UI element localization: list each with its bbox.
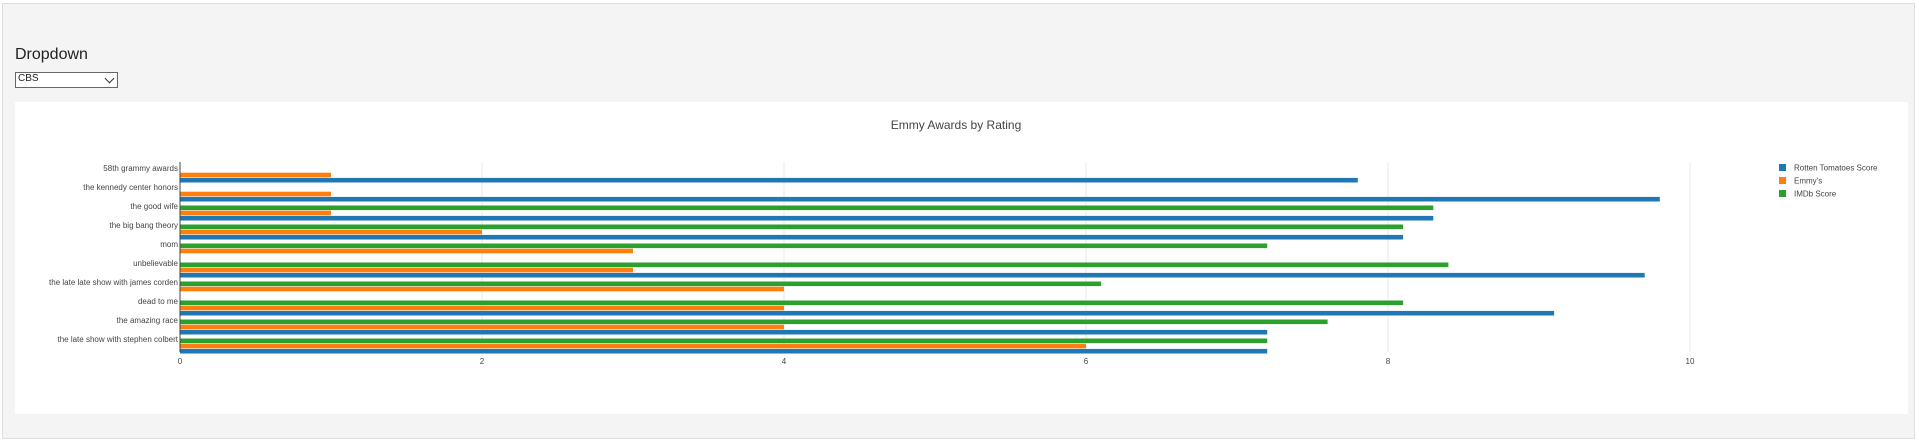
y-tick-label: the late late show with james corden xyxy=(49,278,178,287)
x-tick-label: 8 xyxy=(1386,357,1391,366)
x-tick-label: 4 xyxy=(782,357,787,366)
bar[interactable] xyxy=(180,319,1328,325)
y-tick-label: the good wife xyxy=(130,202,178,211)
dropdown-title: Dropdown xyxy=(15,46,88,63)
bar[interactable] xyxy=(180,229,482,235)
y-tick-label: dead to me xyxy=(138,297,179,306)
bar[interactable] xyxy=(180,338,1268,344)
bar[interactable] xyxy=(180,177,1358,183)
bar[interactable] xyxy=(180,286,784,292)
x-tick-label: 0 xyxy=(178,357,183,366)
chart-card: Emmy Awards by Rating 0 2 4 6 8 10 the late sh… xyxy=(15,102,1908,414)
legend-label[interactable]: Emmy's xyxy=(1794,177,1822,186)
bar[interactable] xyxy=(180,262,1449,268)
y-tick-label: unbelievable xyxy=(133,259,178,268)
bar[interactable] xyxy=(180,272,1645,278)
page-background: Dropdown CBS Emmy Awards by Rating 0 2 4 6 8… xyxy=(2,3,1915,439)
bar[interactable] xyxy=(180,329,1268,335)
bar[interactable] xyxy=(180,348,1268,354)
bar[interactable] xyxy=(180,234,1404,240)
bar[interactable] xyxy=(180,243,1268,249)
y-tick-label: the big bang theory xyxy=(110,221,179,230)
bar[interactable] xyxy=(180,224,1404,230)
legend-label[interactable]: Rotten Tomatoes Score xyxy=(1794,164,1878,173)
x-tick-label: 6 xyxy=(1084,357,1089,366)
y-tick-label: 58th grammy awards xyxy=(103,164,178,173)
bars xyxy=(180,172,1660,354)
chevron-down-icon xyxy=(104,73,115,84)
bar[interactable] xyxy=(180,205,1434,211)
network-dropdown[interactable]: CBS xyxy=(15,72,118,88)
bar[interactable] xyxy=(180,191,331,197)
bar[interactable] xyxy=(180,172,331,178)
y-tick-label: the amazing race xyxy=(117,316,179,325)
bar[interactable] xyxy=(180,310,1555,316)
legend-label[interactable]: IMDb Score xyxy=(1794,190,1837,199)
axes: 0 2 4 6 8 10 the late show with stephen colber… xyxy=(49,162,1695,366)
bar-chart: Emmy Awards by Rating 0 2 4 6 8 10 the late sh… xyxy=(49,118,1878,366)
bar[interactable] xyxy=(180,196,1660,202)
legend-swatch[interactable] xyxy=(1779,164,1786,171)
y-tick-label: the kennedy center honors xyxy=(83,183,178,192)
bar[interactable] xyxy=(180,215,1434,221)
legend-swatch[interactable] xyxy=(1779,190,1786,197)
bar[interactable] xyxy=(180,281,1102,287)
x-tick-label: 2 xyxy=(480,357,485,366)
bar[interactable] xyxy=(180,248,633,254)
chart-title: Emmy Awards by Rating xyxy=(891,118,1022,132)
y-tick-label: mom xyxy=(160,240,178,249)
bar[interactable] xyxy=(180,343,1086,349)
x-tick-label: 10 xyxy=(1686,357,1695,366)
bar[interactable] xyxy=(180,210,331,216)
legend[interactable]: Rotten Tomatoes Score Emmy's IMDb Score xyxy=(1779,164,1878,199)
bar[interactable] xyxy=(180,267,633,273)
bar[interactable] xyxy=(180,305,784,311)
y-tick-label: the late show with stephen colbert xyxy=(57,335,178,344)
legend-swatch[interactable] xyxy=(1779,177,1786,184)
bar[interactable] xyxy=(180,300,1404,306)
dropdown-selected-value: CBS xyxy=(18,73,39,84)
bar[interactable] xyxy=(180,324,784,330)
